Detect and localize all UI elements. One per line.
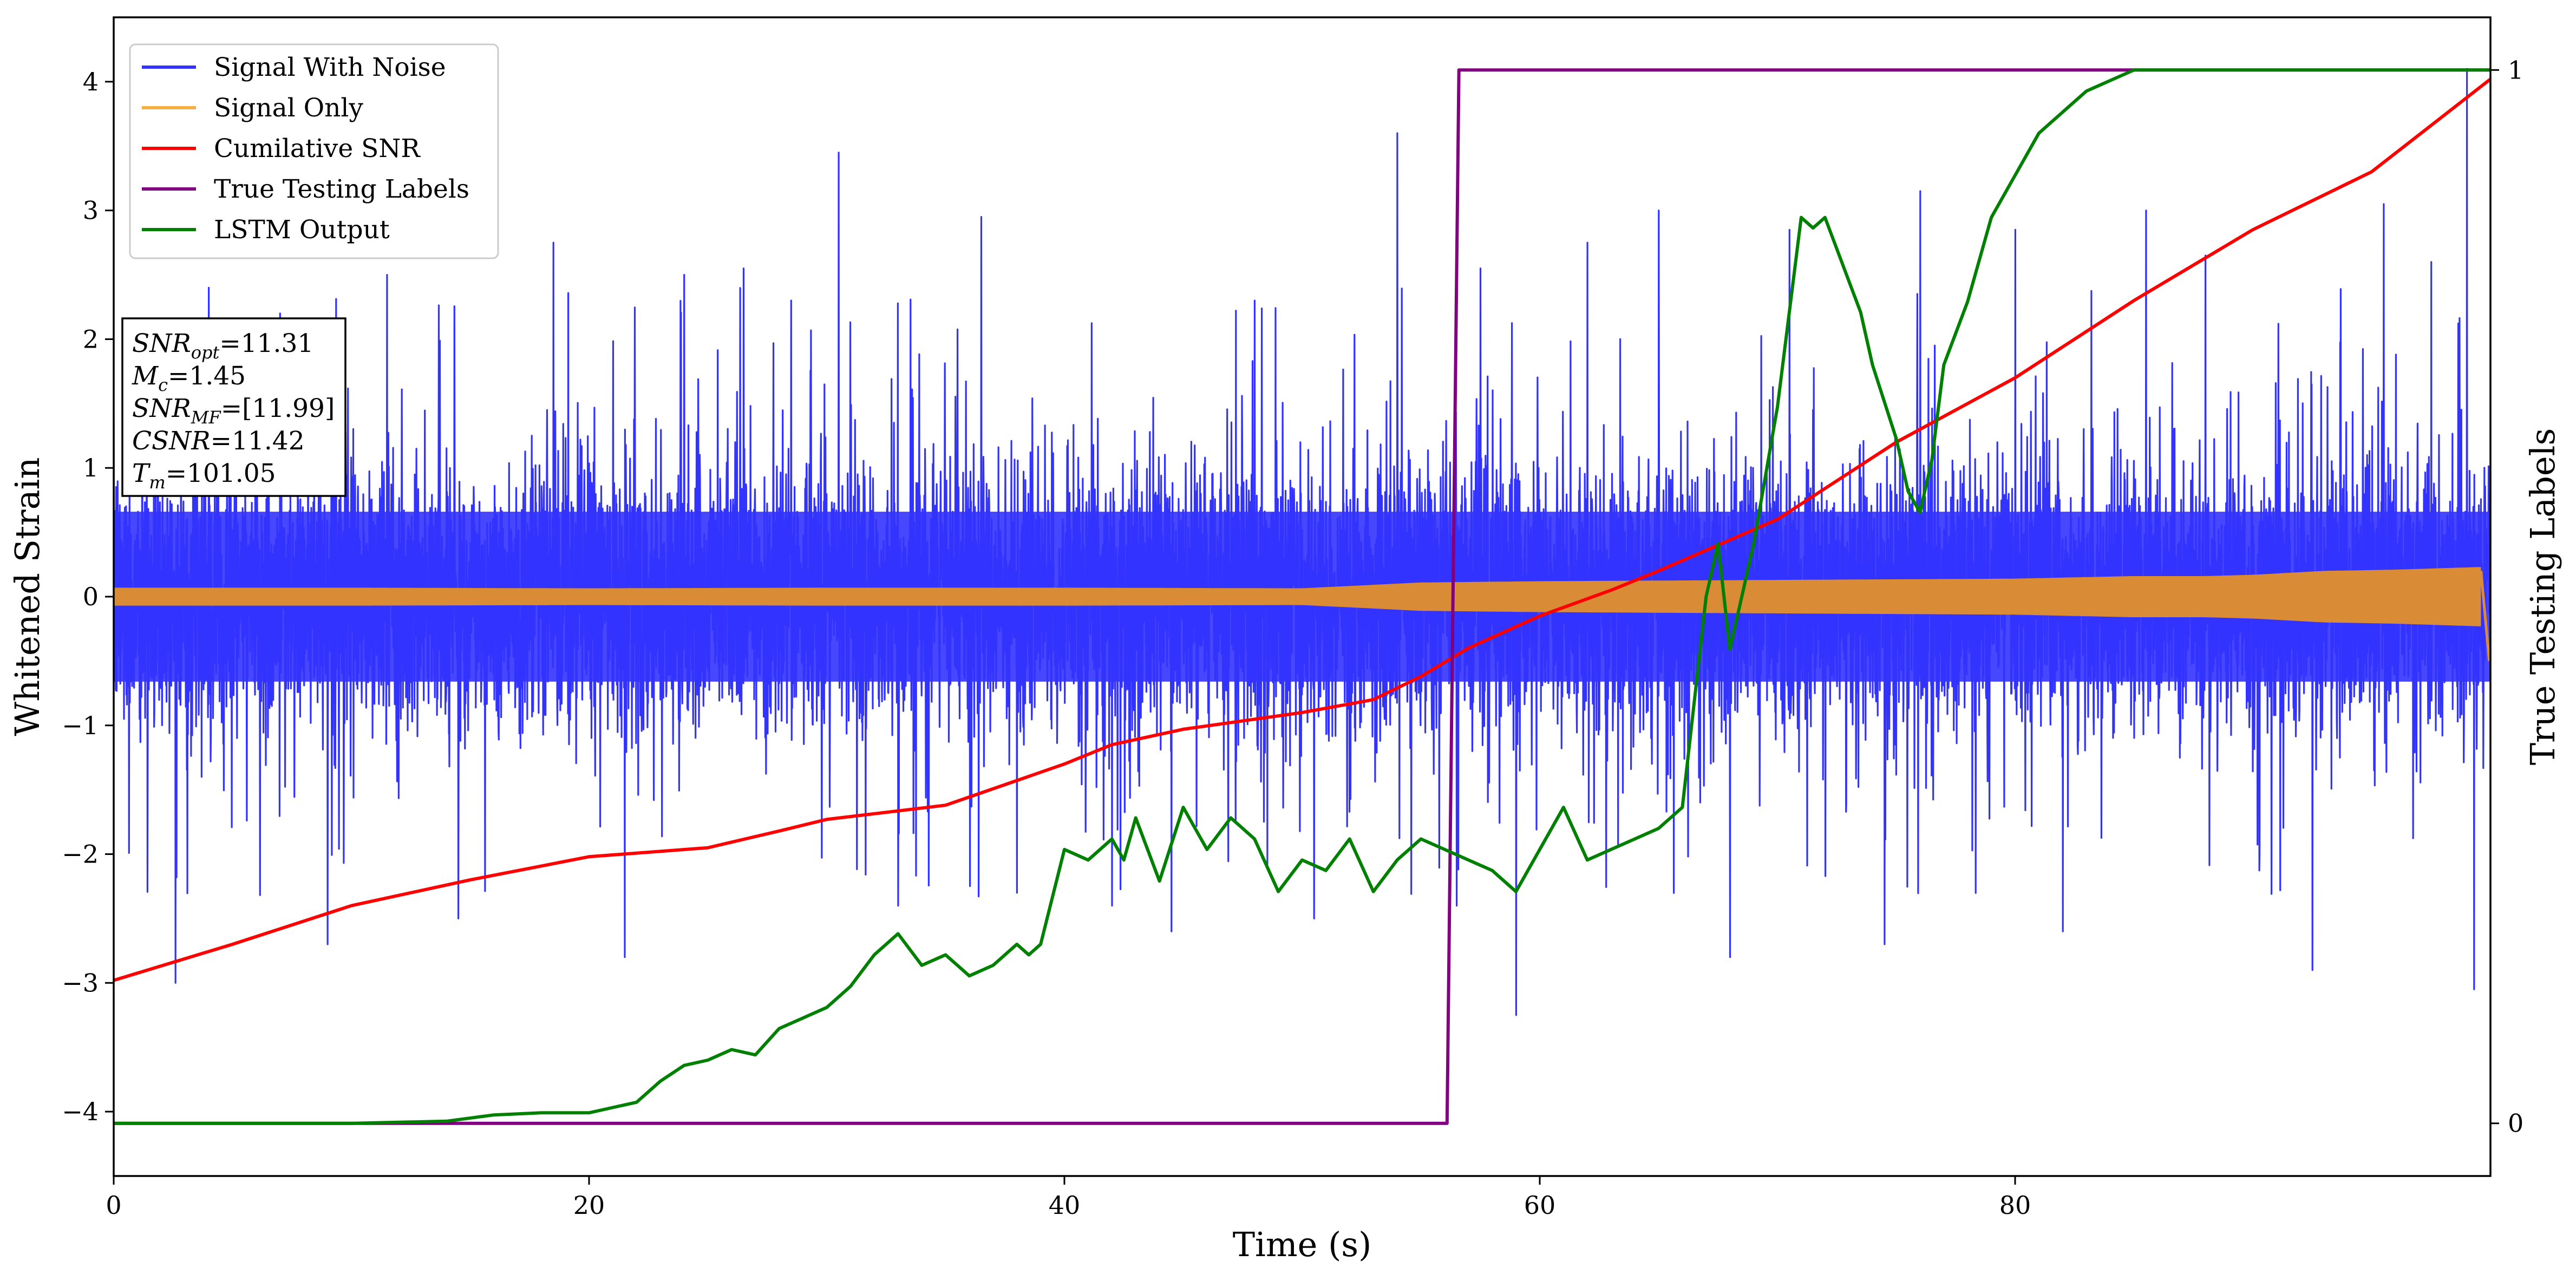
y-axis-title: Whitened Strain xyxy=(8,458,47,736)
parameter-line: Tm=101.05 xyxy=(132,459,276,493)
x-tick-label: 0 xyxy=(106,1191,121,1220)
y-tick-label: −2 xyxy=(62,840,99,869)
y2-tick-label: 0 xyxy=(2508,1109,2523,1138)
parameter-line: SNRMF=[11.99] xyxy=(132,394,335,428)
parameter-line: Mc=1.45 xyxy=(132,361,246,395)
y-tick-label: 1 xyxy=(83,453,99,482)
legend-label: Cumilative SNR xyxy=(214,134,421,164)
legend-label: Signal With Noise xyxy=(214,53,446,82)
y2-axis-title: True Testing Labels xyxy=(2523,428,2562,766)
y-tick-label: 2 xyxy=(83,324,99,354)
y-tick-label: 0 xyxy=(83,582,99,611)
y-tick-label: −3 xyxy=(62,968,99,997)
x-tick-label: 60 xyxy=(1524,1191,1556,1220)
lstm-output-line xyxy=(114,68,2490,1125)
series-signal-only xyxy=(114,567,2490,662)
x-tick-label: 20 xyxy=(573,1191,605,1220)
cumilative-snr-line xyxy=(114,77,2490,982)
y-tick-label: 4 xyxy=(83,67,99,96)
parameter-line: CSNR=11.42 xyxy=(132,426,305,456)
legend-label: Signal Only xyxy=(214,93,363,123)
y-tick-label: −1 xyxy=(62,711,99,740)
y2-tick-label: 1 xyxy=(2508,55,2523,84)
legend-label: True Testing Labels xyxy=(214,174,469,204)
y-tick-label: 3 xyxy=(83,196,99,225)
parameter-box-frame xyxy=(121,317,346,497)
x-axis-title: Time (s) xyxy=(1233,1225,1372,1264)
x-tick-label: 40 xyxy=(1049,1191,1081,1220)
legend-box xyxy=(129,43,499,259)
legend: Signal With Noise Signal Only Cumilative S… xyxy=(129,43,499,259)
plot-area xyxy=(114,68,2490,1125)
parameter-line: SNRopt=11.31 xyxy=(132,329,313,363)
true-testing-labels-line xyxy=(114,68,2490,1125)
parameter-box: SNRopt=11.31Mc=1.45SNRMF=[11.99]CSNR=11.… xyxy=(121,317,346,497)
x-tick-label: 80 xyxy=(1999,1191,2031,1220)
series-lines xyxy=(114,68,2490,1125)
legend-label: LSTM Output xyxy=(214,215,390,245)
signal-only-tail xyxy=(2479,571,2490,662)
y-tick-label: −4 xyxy=(62,1097,99,1126)
signal-only-band xyxy=(114,567,2481,626)
